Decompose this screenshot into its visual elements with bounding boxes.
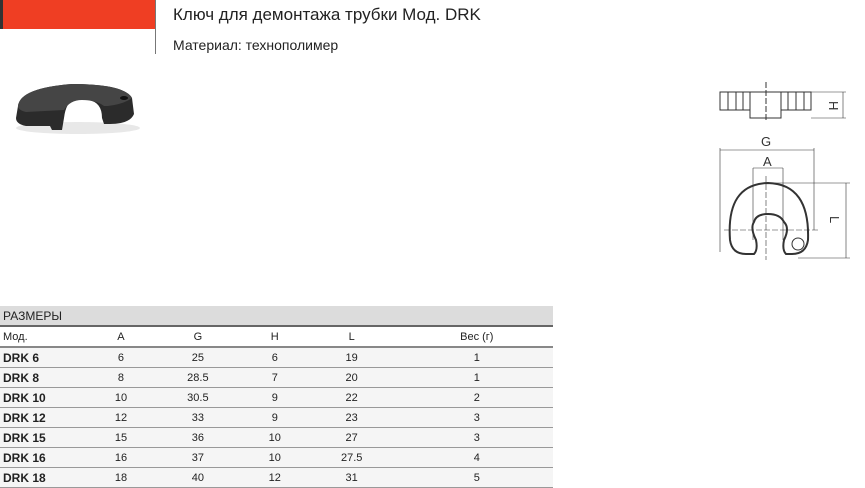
model-cell: DRK 10	[0, 387, 93, 408]
value-cell: 18	[93, 467, 149, 488]
value-cell: 22	[302, 387, 401, 408]
brand-color-bar	[0, 0, 155, 29]
divider	[155, 0, 156, 54]
table-row: DRK 12 12 33 9 23 3	[0, 407, 553, 428]
value-cell: 8	[93, 367, 149, 388]
value-cell: 40	[148, 467, 247, 488]
dim-h-label: H	[826, 101, 841, 110]
table-caption: РАЗМЕРЫ	[0, 306, 553, 327]
table-row: DRK 8 8 28.5 7 20 1	[0, 367, 553, 388]
table-row: DRK 6 6 25 6 19 1	[0, 347, 553, 368]
model-cell: DRK 6	[0, 347, 93, 368]
value-cell: 27.5	[302, 447, 401, 468]
value-cell: 2	[400, 387, 553, 408]
side-view	[719, 82, 846, 122]
column-header: L	[302, 326, 401, 348]
material-text: Материал: технополимер	[173, 37, 339, 53]
column-header: G	[148, 326, 247, 348]
value-cell: 10	[93, 387, 149, 408]
value-cell: 1	[400, 367, 553, 388]
value-cell: 23	[302, 407, 401, 428]
value-cell: 6	[246, 347, 303, 368]
model-cell: DRK 8	[0, 367, 93, 388]
column-header: H	[246, 326, 303, 348]
value-cell: 10	[246, 427, 303, 448]
value-cell: 1	[400, 347, 553, 368]
value-cell: 4	[400, 447, 553, 468]
value-cell: 9	[246, 407, 303, 428]
value-cell: 37	[148, 447, 247, 468]
table-row: DRK 16 16 37 10 27.5 4	[0, 447, 553, 468]
column-header: Вес (г)	[400, 326, 553, 348]
value-cell: 12	[246, 467, 303, 488]
model-cell: DRK 16	[0, 447, 93, 468]
value-cell: 19	[302, 347, 401, 368]
technical-drawing: H G A L	[719, 82, 850, 260]
model-cell: DRK 18	[0, 467, 93, 488]
model-cell: DRK 15	[0, 427, 93, 448]
table-row: DRK 10 10 30.5 9 22 2	[0, 387, 553, 408]
table-row: DRK 18 18 40 12 31 5	[0, 467, 553, 488]
value-cell: 30.5	[148, 387, 247, 408]
value-cell: 10	[246, 447, 303, 468]
product-photo	[16, 84, 140, 134]
value-cell: 9	[246, 387, 303, 408]
value-cell: 28.5	[148, 367, 247, 388]
value-cell: 33	[148, 407, 247, 428]
page-title: Ключ для демонтажа трубки Мод. DRK	[173, 5, 481, 24]
value-cell: 5	[400, 467, 553, 488]
model-cell: DRK 12	[0, 407, 93, 428]
value-cell: 25	[148, 347, 247, 368]
table-row: DRK 15 15 36 10 27 3	[0, 427, 553, 448]
column-header: Мод.	[0, 326, 93, 348]
dim-a-label: A	[763, 154, 772, 169]
value-cell: 12	[93, 407, 149, 428]
value-cell: 16	[93, 447, 149, 468]
dim-g-label: G	[761, 134, 771, 149]
value-cell: 36	[148, 427, 247, 448]
dim-l-label: L	[827, 216, 842, 223]
value-cell: 3	[400, 407, 553, 428]
value-cell: 27	[302, 427, 401, 448]
value-cell: 31	[302, 467, 401, 488]
dimensions-table: РАЗМЕРЫ Мод. A G H L Вес (г) DRK 6 6 25 6 19 1 DRK …	[0, 306, 553, 488]
column-header: A	[93, 326, 149, 348]
value-cell: 6	[93, 347, 149, 368]
value-cell: 15	[93, 427, 149, 448]
value-cell: 7	[246, 367, 303, 388]
value-cell: 3	[400, 427, 553, 448]
value-cell: 20	[302, 367, 401, 388]
